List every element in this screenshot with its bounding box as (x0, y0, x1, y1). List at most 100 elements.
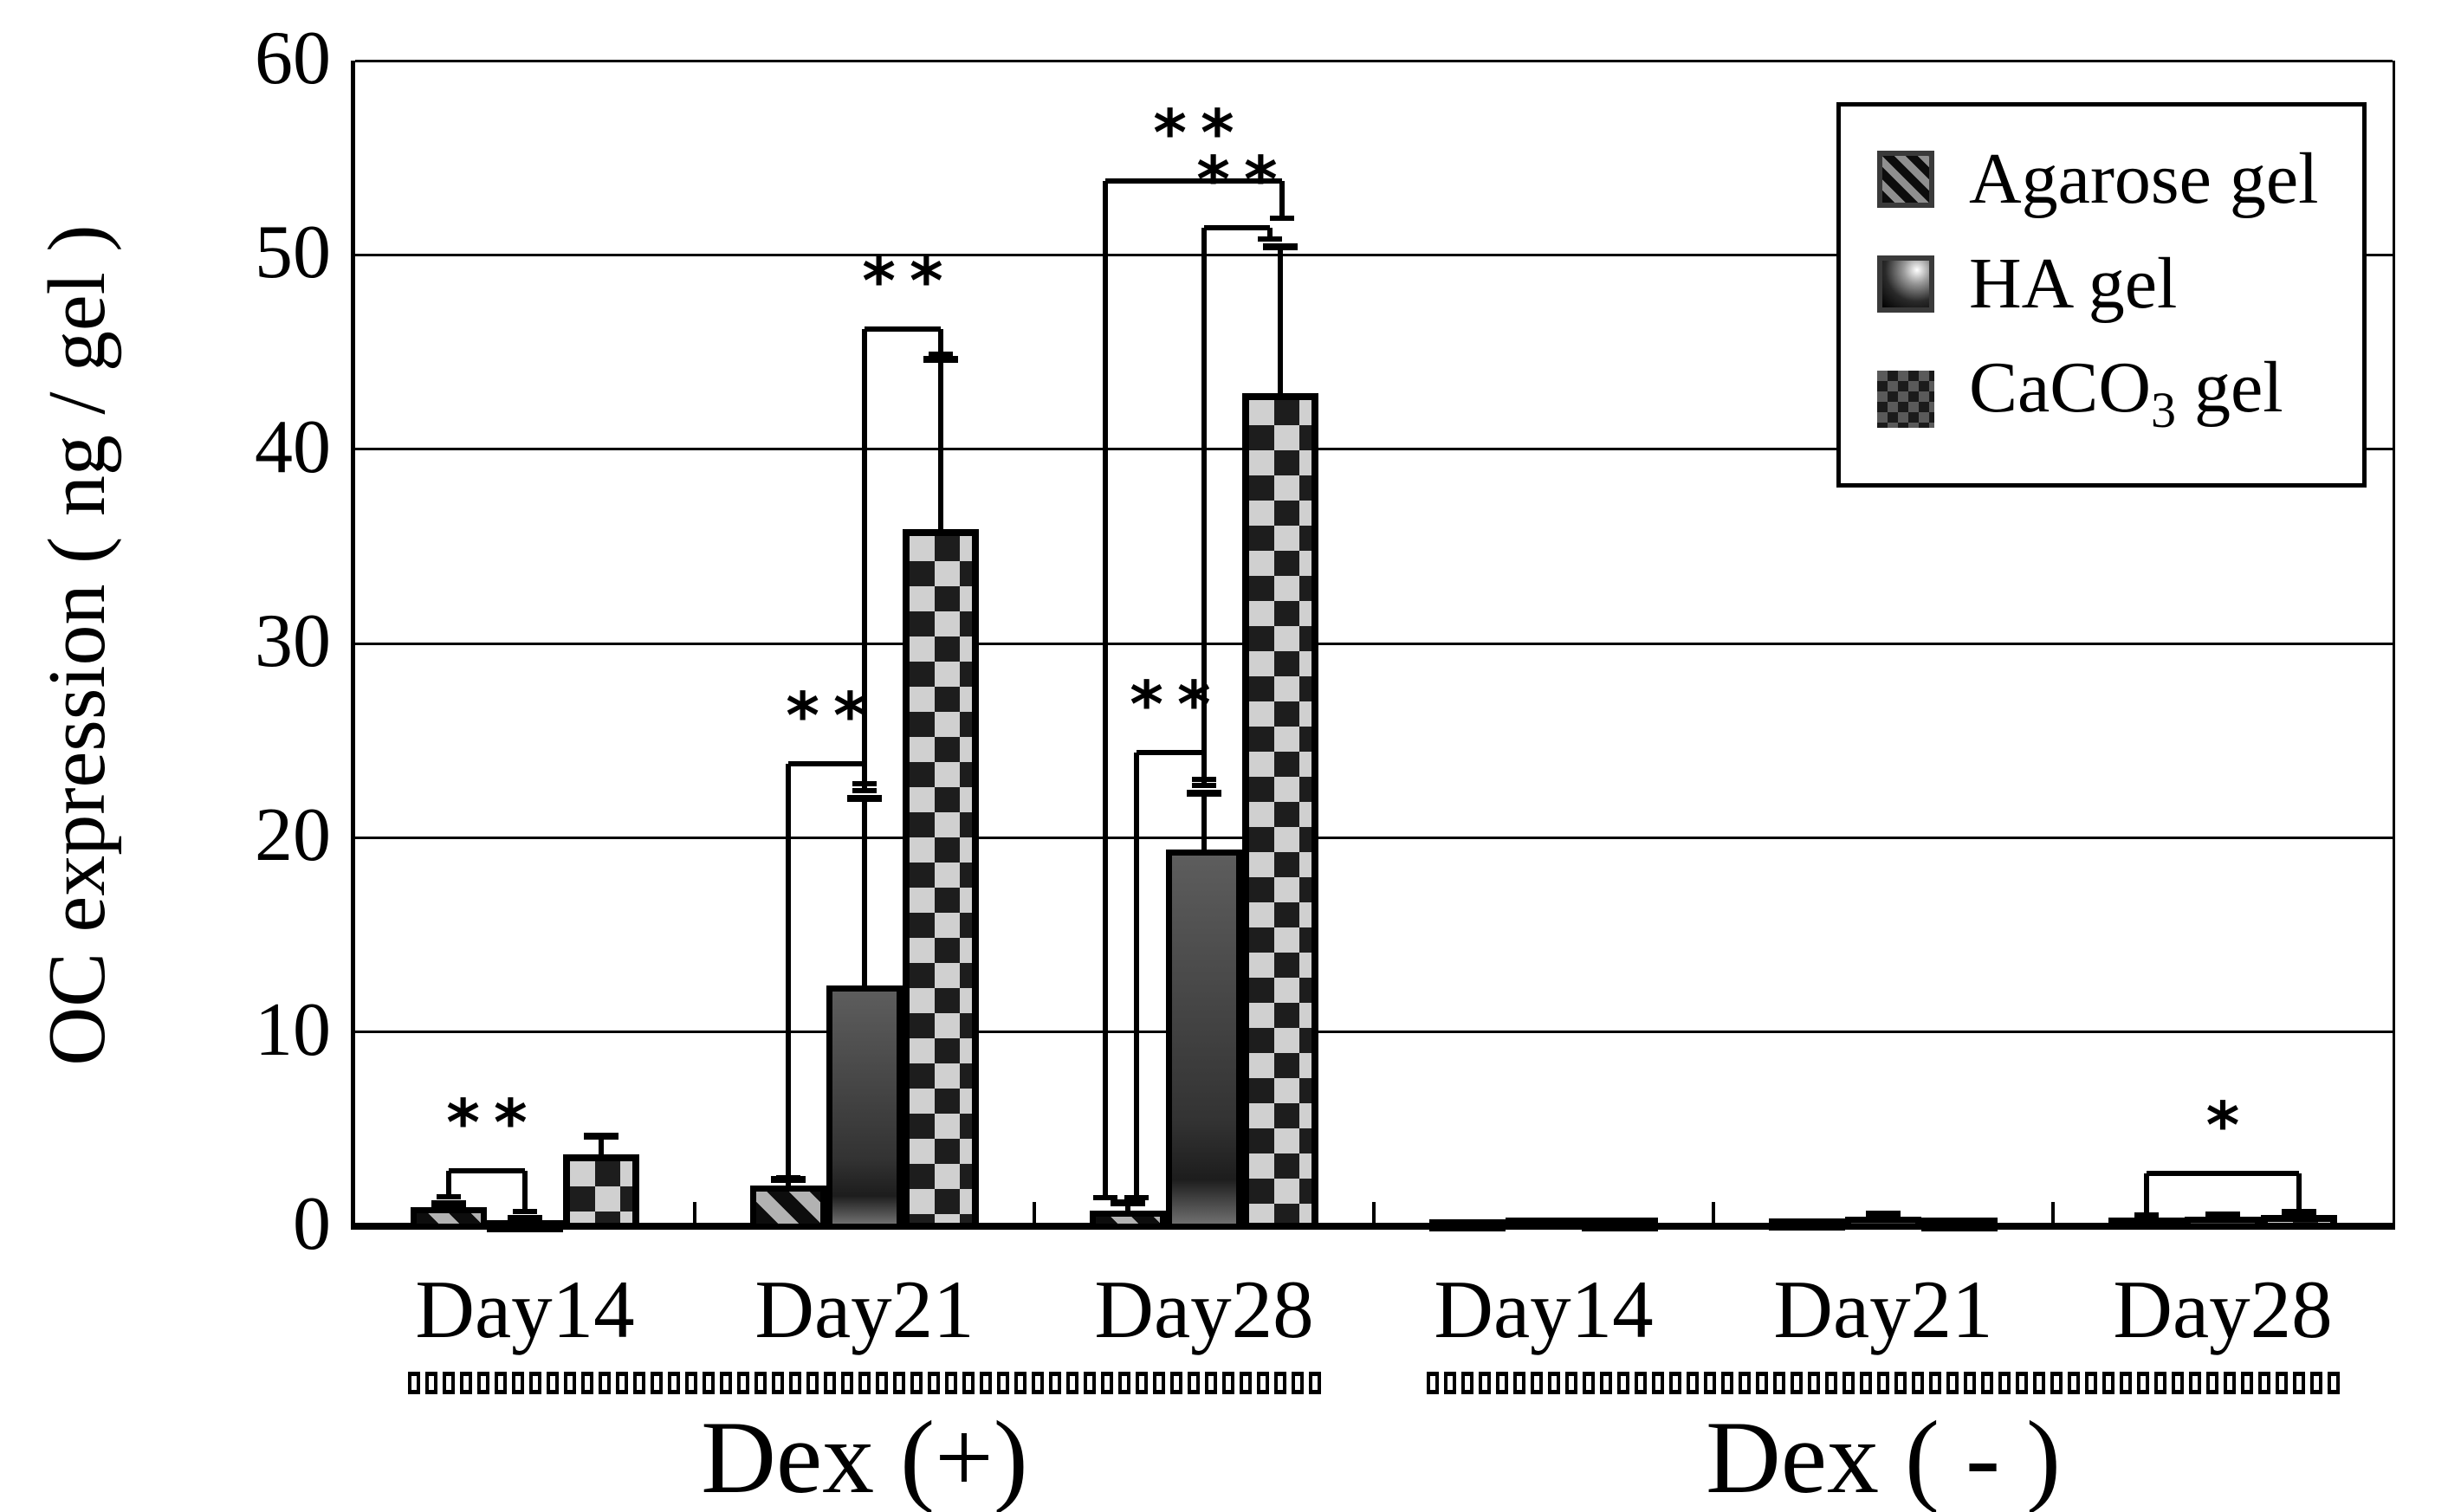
sig-bracket-foot (1270, 215, 1294, 221)
sig-bracket-leg (1201, 227, 1207, 780)
sig-bracket-leg (938, 328, 943, 354)
dex-dashed-line (408, 1372, 1321, 1394)
error-bar-line (938, 359, 943, 531)
y-tick-label: 50 (255, 210, 331, 295)
sig-bracket-leg (786, 764, 791, 1178)
bar-agarose-group0 (411, 1206, 487, 1230)
condition-label: Dex (+) (701, 1399, 1028, 1512)
bar-caco-group0 (563, 1153, 639, 1230)
legend-swatch-agarose-icon (1877, 151, 1934, 208)
x-group-label: Day28 (1094, 1263, 1314, 1355)
legend-label: HA gel (1969, 242, 2178, 324)
bar-ha-group3 (1506, 1217, 1582, 1230)
gridline (355, 253, 2393, 256)
error-bar-cap (1111, 1199, 1145, 1207)
legend-item: Agarose gel (1877, 139, 2354, 219)
error-bar-cap (923, 356, 958, 364)
error-bar-cap (847, 795, 882, 803)
bar-caco-group5 (2261, 1214, 2337, 1230)
error-bar-line (1125, 1203, 1130, 1213)
error-bar-cap (1187, 789, 1221, 797)
sig-bracket-bar (449, 1168, 525, 1174)
bar-caco-group3 (1582, 1217, 1658, 1231)
sig-bracket-foot (1192, 777, 1216, 783)
sig-asterisks: ** (1153, 96, 1248, 171)
sig-bracket-bar (1137, 749, 1204, 755)
bar-agarose-group1 (750, 1185, 826, 1230)
legend-label: CaCO3 gel (1969, 347, 2283, 438)
gridline (355, 1031, 2393, 1034)
error-bar-cap (2205, 1211, 2240, 1218)
error-bar-cap (431, 1200, 466, 1208)
sig-bracket-bar (1105, 178, 1282, 184)
sig-bracket-leg (862, 328, 867, 784)
x-group-label: Day21 (1773, 1263, 1993, 1355)
bar-ha-group4 (1845, 1216, 1921, 1230)
x-group-label: Day14 (415, 1263, 635, 1355)
sig-bracket-leg (2296, 1173, 2302, 1213)
sig-asterisks: ** (446, 1086, 541, 1161)
sig-bracket-foot (1258, 236, 1282, 242)
y-axis-title: OC expression ( ng / gel ) (32, 224, 122, 1066)
x-axis-tick (1033, 1202, 1036, 1226)
legend-swatch-ha-icon (1877, 255, 1934, 313)
sig-bracket-bar (865, 326, 941, 332)
x-axis-tick (1712, 1202, 1715, 1226)
x-group-label: Day28 (2113, 1263, 2333, 1355)
y-tick-label: 10 (255, 987, 331, 1072)
x-axis-tick (693, 1202, 696, 1226)
error-bar-line (599, 1135, 604, 1156)
sig-bracket-leg (522, 1171, 528, 1212)
condition-label: Dex ( - ) (1706, 1399, 2061, 1512)
sig-bracket-foot (1093, 1195, 1117, 1201)
sig-bracket-bar (1204, 224, 1270, 230)
sig-bracket-foot (852, 780, 877, 786)
error-bar-cap (508, 1215, 542, 1223)
y-tick-label: 20 (255, 793, 331, 878)
bar-agarose-group3 (1429, 1219, 1506, 1232)
sig-asterisks: ** (786, 679, 881, 754)
bar-agarose-group5 (2108, 1217, 2185, 1230)
y-tick-label: 40 (255, 404, 331, 489)
bar-caco-group4 (1921, 1217, 1998, 1231)
sig-asterisks: * (2205, 1089, 2254, 1164)
sig-bracket-bar (788, 761, 865, 767)
sig-bracket-leg (1279, 181, 1285, 218)
sig-bracket-leg (1103, 181, 1108, 1199)
legend-box: Agarose gel HA gel CaCO3 gel (1836, 102, 2367, 488)
sig-bracket-foot (852, 788, 877, 794)
sig-bracket-leg (1134, 752, 1139, 1199)
error-bar-cap (1263, 243, 1298, 251)
legend-swatch-caco-icon (1877, 371, 1934, 429)
sig-bracket-foot (513, 1209, 537, 1215)
bar-agarose-group2 (1090, 1211, 1166, 1230)
error-bar-line (862, 798, 867, 987)
legend-label: Agarose gel (1969, 139, 2319, 219)
error-bar-cap (584, 1132, 618, 1140)
sig-bracket-foot (1124, 1195, 1149, 1201)
gridline (355, 836, 2393, 839)
sig-bracket-leg (2144, 1173, 2149, 1215)
bar-caco-group1 (903, 528, 979, 1230)
y-tick-label: 0 (293, 1182, 331, 1266)
error-bar-line (1278, 247, 1283, 395)
sig-bracket-leg (1267, 227, 1273, 240)
sig-bracket-foot (1192, 782, 1216, 788)
sig-bracket-foot (929, 351, 953, 357)
x-axis-tick (1372, 1202, 1376, 1226)
legend-item: HA gel (1877, 242, 2354, 324)
sig-bracket-leg (446, 1171, 451, 1198)
dex-dashed-line (1427, 1372, 2340, 1394)
gridline (355, 448, 2393, 451)
y-tick-label: 60 (255, 16, 331, 100)
sig-asterisks: ** (862, 243, 957, 319)
bar-caco-group2 (1242, 392, 1318, 1230)
legend-item: CaCO3 gel (1877, 348, 2354, 450)
sig-bracket-foot (2134, 1212, 2159, 1218)
error-bar-line (1201, 792, 1207, 851)
sig-asterisks: ** (1130, 667, 1225, 742)
plot-top-border (355, 59, 2393, 62)
bar-ha-group0 (487, 1220, 563, 1233)
x-axis-line (351, 1223, 2393, 1230)
bar-ha-group5 (2185, 1216, 2261, 1230)
